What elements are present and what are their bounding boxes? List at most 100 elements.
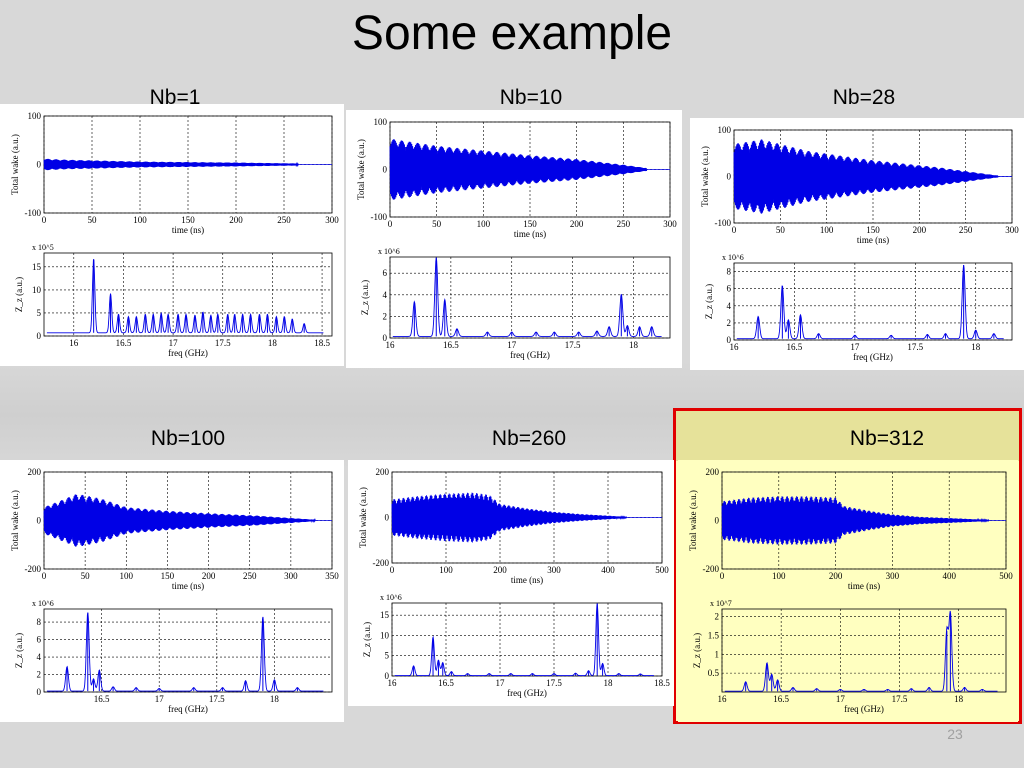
chart-panel-nb1: 0 50 100 150 200 250 300 -100 0 100 time (ns) Total… <box>0 104 344 366</box>
nb260-spectrum-y-tick-label: 0 <box>385 671 390 681</box>
nb10-wake-x-tick-label: 300 <box>663 219 677 229</box>
nb312-wake-x-tick-label: 500 <box>999 571 1013 581</box>
nb100-spectrum-y-tick-label: 4 <box>37 652 42 662</box>
nb260-wake-x-tick-label: 400 <box>601 565 615 575</box>
nb28-wake-x-tick-label: 150 <box>866 225 880 235</box>
nb312-spectrum-x-tick-label: 16 <box>718 694 728 704</box>
nb312-spectrum-y-tick-label: 2 <box>715 612 720 622</box>
nb1-wake-wake-trace <box>43 158 299 171</box>
nb1-wake-y-tick-label: 0 <box>37 160 42 170</box>
nb1-spectrum-y-tick-label: 0 <box>37 331 42 341</box>
nb10-spectrum-x-tick-label: 16.5 <box>443 340 459 350</box>
nb312-spectrum-x-tick-label: 16.5 <box>773 694 789 704</box>
nb260-spectrum-y-axis-label: Z_z (a.u.) <box>362 622 372 657</box>
nb312-wake-y-tick-label: 0 <box>715 516 720 526</box>
nb100-wake-x-tick-label: 150 <box>161 571 175 581</box>
nb10-spectrum-y-tick-label: 4 <box>383 290 388 300</box>
nb100-wake-y-tick-label: 200 <box>28 467 42 477</box>
nb28-wake-x-tick-label: 0 <box>732 225 737 235</box>
nb100-spectrum-x-tick-label: 17 <box>155 694 165 704</box>
nb260-spectrum-spectrum-trace <box>394 603 654 677</box>
nb100-wake-x-tick-label: 250 <box>243 571 257 581</box>
nb28-spectrum-exponent-label: x 10^6 <box>722 253 744 262</box>
nb312-wake-x-tick-label: 300 <box>886 571 900 581</box>
nb260-wake-x-tick-label: 500 <box>655 565 669 575</box>
nb28-wake-x-tick-label: 200 <box>913 225 927 235</box>
panel-label-nb100: Nb=100 <box>150 427 226 450</box>
nb100-wake-x-tick-label: 100 <box>120 571 134 581</box>
nb100-wake-x-tick-label: 350 <box>325 571 339 581</box>
nb10-wake-x-tick-label: 100 <box>477 219 491 229</box>
nb28-spectrum-y-tick-label: 6 <box>727 284 732 294</box>
nb28-spectrum-x-tick-label: 16 <box>730 342 740 352</box>
nb100-wake-x-axis-label: time (ns) <box>172 581 204 591</box>
nb1-wake-y-axis-label: Total wake (a.u.) <box>10 134 20 195</box>
nb100-spectrum-x-tick-label: 16.5 <box>94 694 110 704</box>
nb10-wake-x-tick-label: 0 <box>388 219 393 229</box>
nb1-spectrum-plot-frame <box>43 252 333 337</box>
nb10-wake-x-tick-label: 150 <box>523 219 537 229</box>
nb260-wake-x-tick-label: 300 <box>547 565 561 575</box>
nb10-wake-x-tick-label: 250 <box>617 219 631 229</box>
highlight-header-band <box>676 411 1019 461</box>
nb260-spectrum-x-tick-label: 17 <box>496 678 506 688</box>
nb260-spectrum-exponent-label: x 10^6 <box>380 593 402 602</box>
nb1-spectrum-x-tick-label: 18.5 <box>314 338 330 348</box>
nb28-spectrum-y-axis-label: Z_z (a.u.) <box>704 284 714 319</box>
nb260-wake-y-tick-label: -200 <box>373 558 390 568</box>
nb312-wake-x-tick-label: 400 <box>942 571 956 581</box>
nb28-spectrum-y-tick-label: 0 <box>727 335 732 345</box>
nb28-spectrum-y-tick-label: 2 <box>727 318 732 328</box>
nb10-wake-x-axis-label: time (ns) <box>514 229 546 239</box>
nb10-spectrum-spectrum-trace <box>392 257 662 337</box>
chart-panel-nb28: 0 50 100 150 200 250 300 -100 0 100 time (ns) Total… <box>690 118 1024 370</box>
nb100-spectrum-y-tick-label: 0 <box>37 687 42 697</box>
nb1-spectrum-x-tick-label: 17 <box>169 338 179 348</box>
panel-label-nb10: Nb=10 <box>499 86 563 109</box>
nb1-spectrum-y-axis-label: Z_z (a.u.) <box>14 277 24 312</box>
nb260-spectrum-y-tick-label: 5 <box>385 651 390 661</box>
nb312-wake-x-tick-label: 100 <box>772 571 786 581</box>
nb10-wake-x-tick-label: 50 <box>432 219 442 229</box>
nb28-wake-x-tick-label: 300 <box>1005 225 1019 235</box>
nb312-spectrum-exponent-label: x 10^7 <box>710 599 732 608</box>
nb1-spectrum-exponent-label: x 10^5 <box>32 243 54 252</box>
nb28-wake-x-axis-label: time (ns) <box>857 235 889 245</box>
nb100-wake-x-tick-label: 50 <box>81 571 91 581</box>
nb100-spectrum-y-tick-label: 8 <box>37 617 42 627</box>
nb260-wake-x-axis-label: time (ns) <box>511 575 543 585</box>
nb260-spectrum-x-axis-label: freq (GHz) <box>507 688 547 698</box>
nb100-spectrum-x-tick-label: 18 <box>270 694 280 704</box>
nb28-spectrum-x-tick-label: 18 <box>971 342 981 352</box>
nb10-spectrum-y-tick-label: 0 <box>383 333 388 343</box>
nb100-spectrum-spectrum-trace <box>46 612 324 692</box>
nb312-spectrum-x-tick-label: 18 <box>954 694 964 704</box>
slide-title: Some example <box>351 7 673 60</box>
nb100-wake-y-tick-label: -200 <box>25 564 42 574</box>
nb100-spectrum-exponent-label: x 10^6 <box>32 599 54 608</box>
chart-panel-nb312: 0 100 200 300 400 500 -200 0 200 time (ns) Total w… <box>678 460 1018 722</box>
nb28-wake-y-tick-label: 0 <box>727 172 732 182</box>
nb312-wake-x-tick-label: 0 <box>720 571 725 581</box>
nb1-spectrum-y-tick-label: 5 <box>37 308 42 318</box>
nb260-spectrum-x-tick-label: 16 <box>388 678 398 688</box>
nb312-spectrum-plot-frame <box>721 608 1007 693</box>
nb100-spectrum-y-tick-label: 6 <box>37 635 42 645</box>
nb28-spectrum-x-axis-label: freq (GHz) <box>853 352 893 362</box>
panel-label-nb1: Nb=1 <box>149 86 201 109</box>
nb28-spectrum-y-tick-label: 4 <box>727 301 732 311</box>
nb1-wake-x-tick-label: 100 <box>133 215 147 225</box>
nb100-wake-x-tick-label: 200 <box>202 571 216 581</box>
chart-panel-nb100: 0 50 100 150 200 250 300 350 -200 0 200 time (ns) To… <box>0 460 344 722</box>
nb10-spectrum-x-axis-label: freq (GHz) <box>510 350 550 360</box>
nb28-spectrum-y-tick-label: 8 <box>727 267 732 277</box>
nb260-spectrum-y-tick-label: 10 <box>380 630 390 640</box>
nb260-spectrum-x-tick-label: 18.5 <box>654 678 670 688</box>
nb1-wake-x-tick-label: 300 <box>325 215 339 225</box>
nb260-wake-y-axis-label: Total wake (a.u.) <box>358 487 368 548</box>
nb28-wake-wake-trace <box>733 139 999 214</box>
